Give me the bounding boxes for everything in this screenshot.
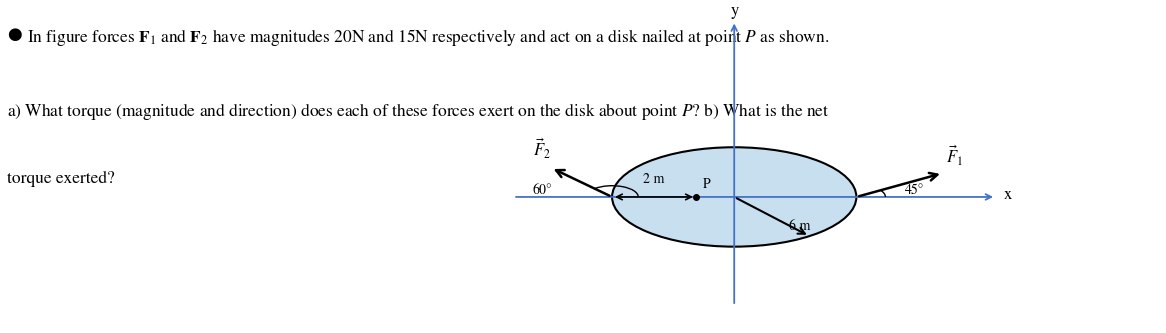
Text: a) What torque (magnitude and direction) does each of these forces exert on the : a) What torque (magnitude and direction)… [7, 101, 829, 122]
Ellipse shape [612, 147, 856, 247]
Text: 45°: 45° [905, 183, 925, 196]
Text: $\vec{F}_2$: $\vec{F}_2$ [533, 137, 550, 162]
Text: torque exerted?: torque exerted? [7, 171, 114, 187]
Text: y: y [731, 3, 739, 19]
Text: $\vec{F}_1$: $\vec{F}_1$ [947, 144, 963, 168]
Text: ●: ● [7, 27, 22, 43]
Text: P: P [703, 177, 710, 190]
Text: In figure forces $\mathbf{F}_1$ and $\mathbf{F}_2$ have magnitudes 20N and 15N r: In figure forces $\mathbf{F}_1$ and $\ma… [27, 27, 829, 48]
Text: 2 m: 2 m [644, 172, 665, 186]
Text: 60°: 60° [532, 184, 552, 197]
Text: 6 m: 6 m [789, 220, 810, 233]
Text: x: x [1004, 187, 1012, 203]
